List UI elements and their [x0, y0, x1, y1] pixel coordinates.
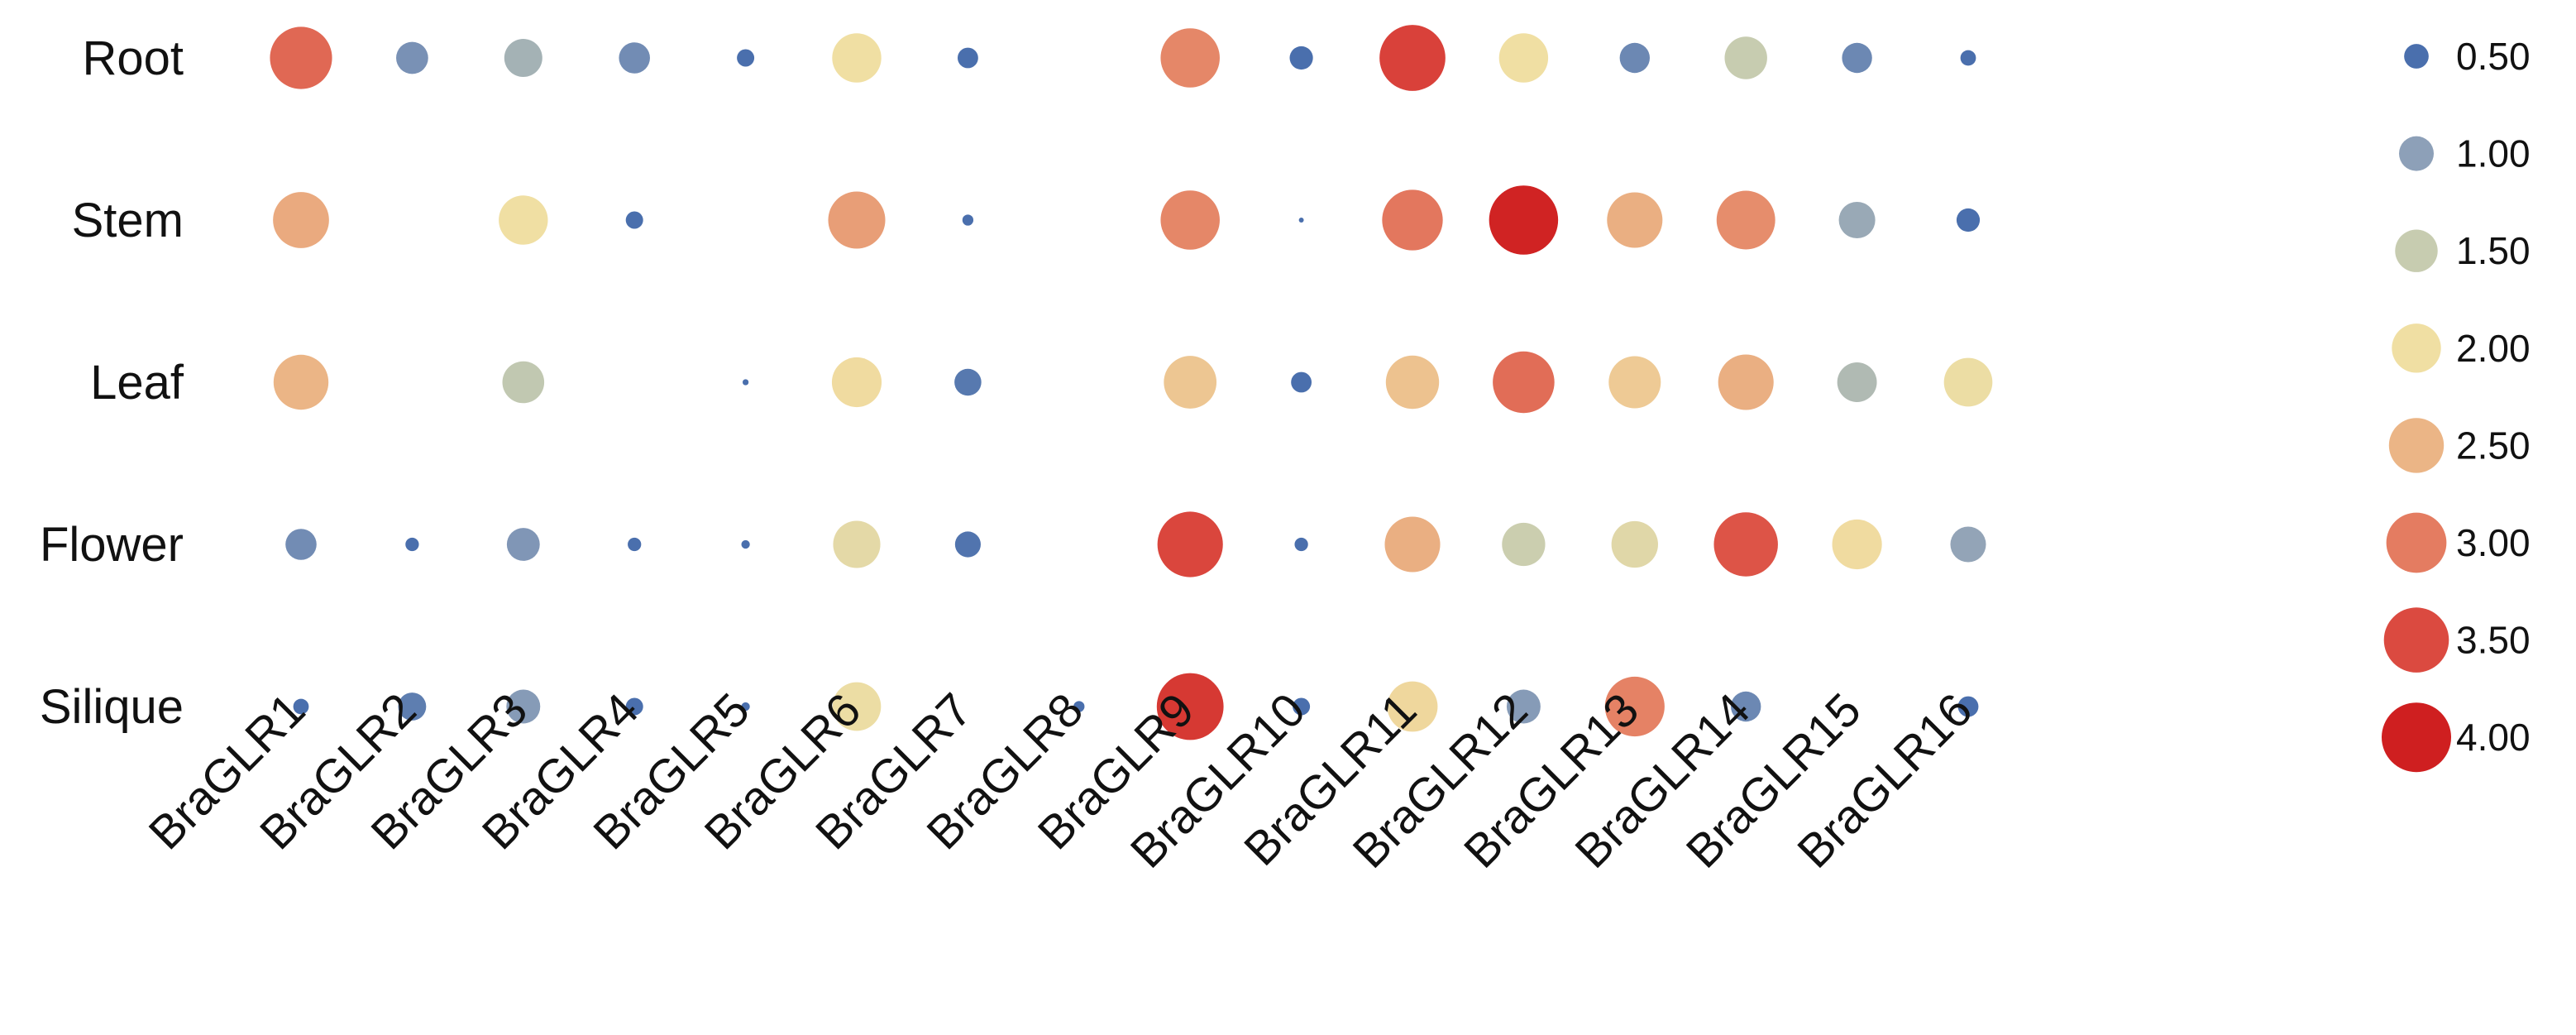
bubble-root-braglr16 — [1960, 50, 1976, 66]
bubble-flower-braglr16 — [1950, 526, 1986, 563]
bubble-flower-braglr14 — [1713, 512, 1778, 577]
bubble-flower-braglr12 — [1502, 522, 1546, 567]
legend-bubble-0 — [2404, 44, 2429, 69]
bubble-grid — [270, 25, 1993, 740]
bubble-flower-braglr7 — [954, 531, 981, 558]
bubble-silique-braglr3 — [506, 689, 541, 724]
legend-bubble-6 — [2383, 607, 2449, 673]
bubble-flower-braglr3 — [506, 528, 540, 561]
bubble-leaf-braglr10 — [1291, 371, 1312, 393]
bubble-stem-braglr4 — [625, 211, 643, 229]
bubble-flower-braglr11 — [1384, 516, 1441, 573]
bubble-silique-braglr1 — [293, 698, 309, 715]
legend-label-6: 3.50 — [2456, 619, 2531, 662]
bubble-flower-braglr4 — [628, 537, 642, 552]
bubble-stem-braglr9 — [1160, 190, 1220, 250]
bubble-stem-braglr16 — [1956, 208, 1981, 232]
row-label-stem: Stem — [72, 194, 184, 247]
bubble-leaf-braglr12 — [1493, 351, 1555, 414]
bubble-stem-braglr12 — [1489, 185, 1559, 255]
bubble-silique-braglr11 — [1387, 681, 1438, 732]
bubble-leaf-braglr3 — [502, 361, 545, 404]
bubble-flower-braglr5 — [741, 539, 750, 549]
bubble-root-braglr2 — [396, 41, 428, 74]
bubble-flower-braglr10 — [1294, 537, 1308, 552]
legend-bubble-1 — [2399, 136, 2434, 171]
bubble-silique-braglr16 — [1957, 696, 1979, 717]
bubble-stem-braglr13 — [1607, 192, 1663, 248]
row-label-leaf: Leaf — [90, 356, 184, 410]
bubble-flower-braglr6 — [833, 520, 881, 568]
bubble-leaf-braglr5 — [742, 379, 749, 386]
bubble-leaf-braglr1 — [273, 354, 329, 410]
bubble-stem-braglr15 — [1838, 201, 1876, 239]
bubble-leaf-braglr6 — [831, 357, 882, 408]
bubble-root-braglr5 — [737, 49, 755, 67]
row-labels: Root Stem Leaf Flower Silique — [40, 31, 184, 734]
row-label-flower: Flower — [40, 518, 184, 572]
row-label-silique: Silique — [40, 680, 184, 734]
bubble-stem-braglr7 — [962, 214, 974, 226]
bubble-root-braglr1 — [270, 26, 332, 89]
legend-label-1: 1.00 — [2456, 132, 2531, 175]
bubble-flower-braglr13 — [1611, 520, 1658, 568]
bubble-silique-braglr4 — [625, 697, 643, 716]
bubble-stem-braglr6 — [828, 191, 886, 249]
bubble-silique-braglr13 — [1604, 676, 1665, 737]
bubble-leaf-braglr9 — [1164, 356, 1217, 409]
legend-bubble-7 — [2382, 702, 2451, 773]
bubble-root-braglr4 — [619, 42, 650, 74]
legend-label-4: 2.50 — [2456, 424, 2531, 467]
bubble-root-braglr7 — [957, 47, 978, 69]
legend-label-5: 3.00 — [2456, 521, 2531, 564]
bubble-silique-braglr9 — [1156, 673, 1224, 740]
legend-bubble-5 — [2386, 512, 2447, 573]
bubble-root-braglr14 — [1724, 36, 1767, 79]
bubble-flower-braglr1 — [285, 529, 317, 560]
legend-label-3: 2.00 — [2456, 327, 2531, 370]
legend-label-7: 4.00 — [2456, 716, 2531, 759]
bubble-root-braglr13 — [1619, 42, 1650, 74]
legend-bubble-2 — [2395, 229, 2438, 272]
legend-bubble-4 — [2388, 418, 2445, 473]
bubble-silique-braglr14 — [1731, 691, 1761, 722]
bubble-stem-braglr1 — [273, 192, 329, 248]
bubble-flower-braglr15 — [1832, 519, 1882, 570]
row-label-root: Root — [82, 31, 184, 85]
bubble-root-braglr10 — [1289, 46, 1313, 70]
bubble-root-braglr3 — [504, 39, 542, 77]
bubble-leaf-braglr14 — [1718, 354, 1774, 410]
bubble-leaf-braglr15 — [1837, 362, 1877, 402]
bubble-flower-braglr9 — [1157, 511, 1223, 577]
bubble-stem-braglr11 — [1382, 189, 1443, 251]
bubble-stem-braglr3 — [499, 195, 548, 245]
legend-label-0: 0.50 — [2456, 35, 2531, 78]
bubble-silique-braglr12 — [1506, 689, 1541, 724]
bubble-leaf-braglr11 — [1385, 355, 1440, 410]
bubble-stem-braglr14 — [1716, 190, 1775, 250]
bubble-silique-braglr6 — [832, 682, 882, 731]
bubble-leaf-braglr16 — [1943, 357, 1993, 407]
bubble-silique-braglr2 — [398, 692, 427, 721]
legend-bubble-3 — [2392, 323, 2441, 373]
bubble-root-braglr12 — [1498, 33, 1549, 83]
column-labels: BraGLR1BraGLR2BraGLR3BraGLR4BraGLR5BraGL… — [139, 683, 1982, 879]
bubble-root-braglr6 — [832, 33, 882, 83]
bubble-root-braglr11 — [1379, 25, 1446, 91]
bubble-stem-braglr10 — [1298, 218, 1304, 223]
bubble-silique-braglr5 — [741, 702, 750, 712]
legend-label-2: 1.50 — [2456, 229, 2531, 272]
bubble-flower-braglr2 — [405, 537, 419, 552]
bubble-root-braglr9 — [1160, 28, 1220, 88]
bubble-silique-braglr8 — [1073, 701, 1085, 712]
bubble-leaf-braglr7 — [954, 368, 982, 396]
bubble-leaf-braglr13 — [1608, 356, 1661, 409]
bubble-root-braglr15 — [1842, 42, 1872, 74]
size-legend: 0.50 1.00 1.50 2.00 2.50 3.00 3.50 4.00 — [2382, 35, 2531, 773]
bubble-silique-braglr10 — [1293, 697, 1311, 716]
